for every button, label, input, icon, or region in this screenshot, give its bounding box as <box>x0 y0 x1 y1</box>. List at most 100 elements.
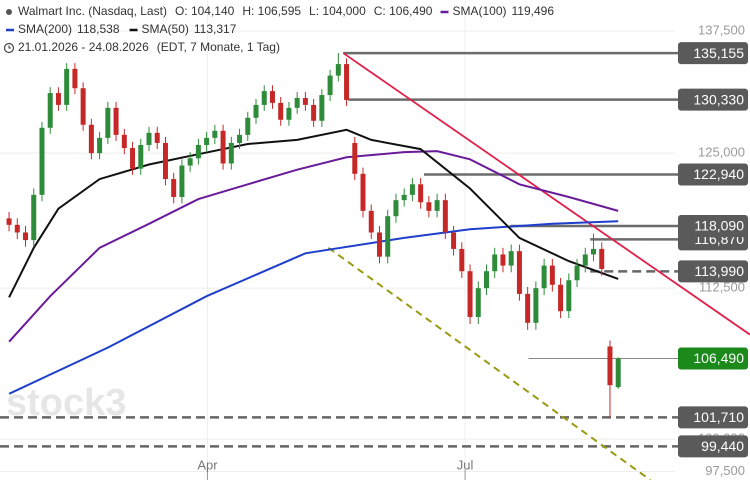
instrument-title: Walmart Inc. (Nasdaq, Last) <box>18 4 167 18</box>
sma-line <box>8 128 619 298</box>
level-label: 135,155 <box>693 45 744 61</box>
legend-value: 113,317 <box>194 22 237 36</box>
candle-body <box>72 68 78 89</box>
candle-body <box>294 97 300 108</box>
level-label-box <box>678 435 748 458</box>
candle-body <box>80 88 86 125</box>
candle-body <box>261 91 267 105</box>
candle-body <box>253 104 259 118</box>
y-tick-label: 112,500 <box>699 280 745 295</box>
candle-body <box>23 232 29 241</box>
legend-value: 118,538 <box>77 22 120 36</box>
period: 21.01.2026 - 24.08.2026 <box>18 40 149 54</box>
candle-body <box>401 194 407 201</box>
sma-line <box>8 220 619 395</box>
candle-body <box>599 248 605 269</box>
candle-body <box>368 210 374 233</box>
candle-body <box>492 254 498 272</box>
candle-body <box>6 218 12 225</box>
x-tick-label: Apr <box>197 457 218 472</box>
instrument-icon <box>6 9 12 15</box>
candle-body <box>360 173 366 211</box>
candle-body <box>426 202 432 211</box>
candle-body <box>64 68 70 105</box>
candle-body <box>525 293 531 323</box>
candle-body <box>418 184 424 203</box>
candle-body <box>459 248 465 272</box>
candle-body <box>31 194 37 241</box>
candle-body <box>327 75 333 96</box>
candle-body <box>376 232 382 257</box>
candle-body <box>475 288 481 317</box>
quote-value: O: 104,140 <box>175 4 235 18</box>
legend-value: 119,496 <box>512 4 555 18</box>
level-label: 122,940 <box>693 166 744 182</box>
candle-body <box>121 134 127 149</box>
candle-body <box>154 132 160 143</box>
level-label-box <box>678 260 748 283</box>
candle-body <box>162 142 168 180</box>
candle-body <box>558 284 564 312</box>
candle-body <box>14 224 20 233</box>
candle-body <box>187 158 193 166</box>
sma-line <box>8 150 619 343</box>
level-label-box <box>678 347 748 370</box>
candle-body <box>442 200 448 233</box>
watermark: stock3 <box>6 382 126 424</box>
candle-body <box>549 265 555 285</box>
candle-body <box>105 107 111 138</box>
legend-name: SMA(200) <box>18 22 72 36</box>
candle-body <box>204 137 210 145</box>
level-label: 99,440 <box>701 438 744 454</box>
candle-body <box>607 346 613 386</box>
candle-body <box>278 102 284 120</box>
candle-body <box>269 91 275 103</box>
candle-body <box>591 248 597 255</box>
level-label: 106,490 <box>693 350 744 366</box>
candle-body <box>434 200 440 211</box>
quote-value: L: 104,000 <box>309 4 366 18</box>
y-tick-label: 125,000 <box>698 145 745 160</box>
candle-body <box>212 130 218 138</box>
candle-body <box>393 200 399 217</box>
candle-body <box>55 93 61 105</box>
candle-body <box>47 93 53 128</box>
candle-body <box>335 64 341 76</box>
y-tick-label: 137,500 <box>698 22 745 37</box>
level-label-box <box>678 215 748 238</box>
clock-icon <box>3 42 15 54</box>
candle-body <box>319 95 325 121</box>
candle-body <box>483 271 489 289</box>
quote-value: H: 106,595 <box>242 4 301 18</box>
candle-body <box>97 137 103 154</box>
candle-body <box>138 144 144 169</box>
clock-hand <box>8 45 11 49</box>
candle-body <box>88 124 94 154</box>
legend-name: SMA(100) <box>452 4 506 18</box>
level-label-box <box>678 88 748 111</box>
candle-body <box>220 130 226 164</box>
level-label: 118,090 <box>694 218 744 234</box>
candle-body <box>286 107 292 120</box>
candle-body <box>467 271 473 317</box>
candle-body <box>533 288 539 323</box>
level-label: 113,990 <box>694 263 744 279</box>
candle-body <box>451 232 457 249</box>
candle-body <box>582 254 588 266</box>
quote-value: C: 106,490 <box>374 4 433 18</box>
candle-body <box>615 358 621 388</box>
candle-body <box>344 64 350 100</box>
trendline <box>327 247 651 480</box>
candle-body <box>228 142 234 164</box>
period-note: (EDT, 7 Monate, 1 Tag) <box>157 40 280 54</box>
candle-body <box>130 148 136 169</box>
candle-body <box>146 132 152 145</box>
candle-body <box>352 142 358 174</box>
candle-body <box>566 280 572 312</box>
candle-body <box>409 184 415 195</box>
x-tick-label: Jul <box>457 457 474 472</box>
legend-name: SMA(50) <box>142 22 189 36</box>
candle-body <box>385 216 391 257</box>
candle-body <box>237 134 243 143</box>
